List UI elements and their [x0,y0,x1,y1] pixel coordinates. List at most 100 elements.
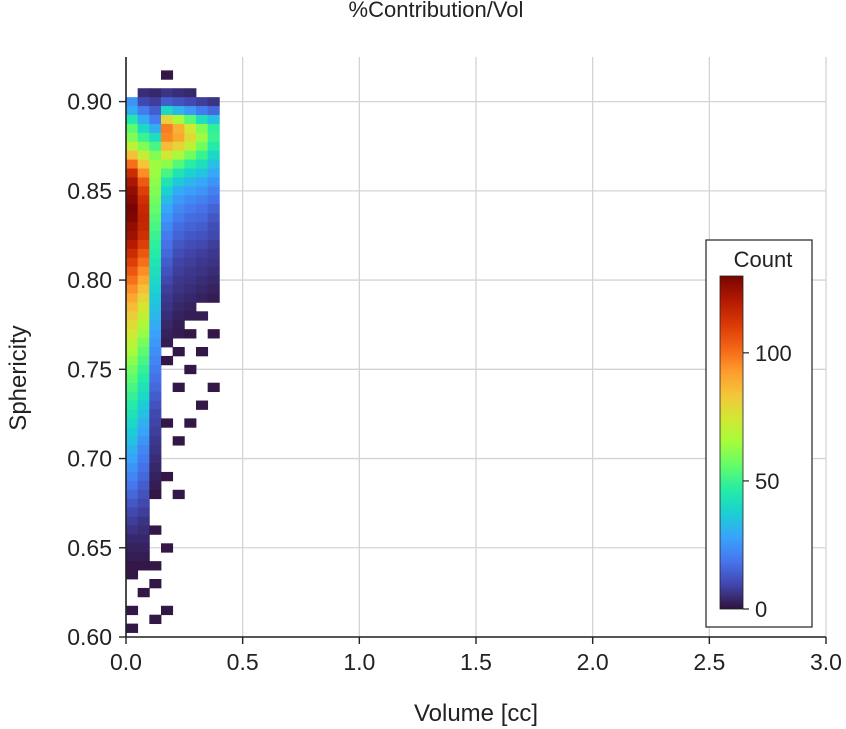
heatmap-cell [137,507,150,517]
heatmap-cell [149,614,162,625]
heatmap-cell [172,186,185,196]
x-tick-label: 1.0 [343,649,375,675]
y-tick-label: 0.65 [67,535,112,561]
heatmap-cell [126,320,139,330]
heatmap-cell [196,347,209,357]
heatmap-cell [161,168,174,178]
colorbar-tick-label: 50 [755,469,779,494]
heatmap-cell [207,123,220,134]
y-tick-label: 0.75 [67,356,112,382]
heatmap-cell [126,427,139,437]
heatmap-cell [196,106,209,116]
heatmap-cell [207,275,220,285]
heatmap-cell [207,293,220,303]
heatmap-cell [137,177,150,187]
heatmap-cell [126,177,139,187]
heatmap-cell [184,186,197,196]
heatmap-cell [126,364,139,375]
heatmap-cell [126,409,139,419]
heatmap-cell [149,284,162,294]
heatmap-cell [207,284,220,294]
heatmap-cell [137,320,150,330]
heatmap-cell [137,302,150,312]
heatmap-cell [184,284,197,294]
heatmap-cell [137,204,150,214]
x-tick-label: 2.0 [577,649,609,675]
heatmap-cell [172,266,185,277]
heatmap-cell [172,329,185,339]
heatmap-cell [196,239,209,250]
heatmap-cell [137,561,150,571]
heatmap-cell [137,338,150,348]
heatmap-cell [207,382,220,393]
heatmap-cell [126,338,139,348]
heatmap-cell [161,605,174,616]
heatmap-cell [126,213,139,223]
heatmap-cell [126,293,139,303]
heatmap-cell [161,338,174,348]
y-axis-title: Sphericity [5,325,32,430]
heatmap-cell [126,266,139,277]
heatmap-cell [137,355,150,366]
heatmap-cell [149,195,162,205]
heatmap-cell [149,275,162,285]
heatmap-cell [126,329,139,339]
y-tick-label: 0.60 [67,624,112,650]
heatmap-cell [184,231,197,241]
heatmap-cell [196,177,209,187]
heatmap-cell [196,123,209,134]
heatmap-cell [161,293,174,303]
heatmap-cell [137,248,150,259]
heatmap-cell [126,507,139,517]
heatmap-cell [184,239,197,250]
heatmap-cell [172,195,185,205]
heatmap-cell [137,436,150,446]
heatmap-cell [137,543,150,553]
heatmap-cell [161,275,174,285]
heatmap-cell [207,222,220,232]
heatmap-cell [161,195,174,205]
heatmap-cell [137,498,150,509]
heatmap-cell [161,70,174,80]
heatmap-cell [207,150,220,161]
heatmap-cell [149,320,162,330]
heatmap-cell [137,141,150,152]
heatmap-cell [161,320,174,330]
y-tick-label: 0.70 [67,446,112,472]
heatmap-cell [207,186,220,196]
heatmap-cell [149,454,162,464]
heatmap-cell [161,266,174,277]
heatmap-cell [126,132,139,143]
heatmap-cell [207,204,220,214]
y-tick-label: 0.85 [67,178,112,204]
heatmap-cell [172,302,185,312]
heatmap-cell [126,141,139,152]
heatmap-cell [137,463,150,473]
heatmap-cell [149,436,162,446]
heatmap-cell [149,373,162,384]
heatmap-cell [126,284,139,294]
heatmap-cell [137,231,150,241]
heatmap-cell [126,391,139,401]
heatmap-cell [161,284,174,294]
heatmap-cell [196,213,209,223]
heatmap-cell [137,186,150,196]
heatmap-cell [137,329,150,339]
heatmap-cell [126,471,139,482]
heatmap-cell [126,347,139,357]
heatmap-cell [137,222,150,232]
heatmap-cell [196,141,209,152]
heatmap-cell [207,329,220,339]
heatmap-cell [149,471,162,482]
heatmap-cell [137,391,150,401]
heatmap-cell [126,418,139,428]
heatmap-cell [149,338,162,348]
heatmap-cell [207,132,220,143]
heatmap-cell [126,168,139,178]
heatmap-cell [196,275,209,285]
heatmap-cell [149,400,162,410]
heatmap-cell [184,97,197,107]
heatmap-cell [137,454,150,464]
heatmap-cell [149,141,162,152]
